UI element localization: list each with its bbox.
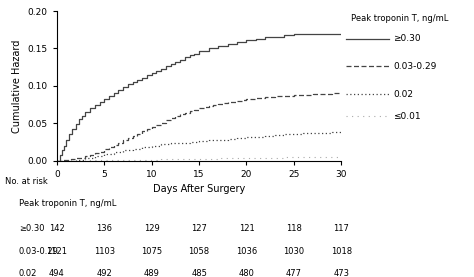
Text: 142: 142 bbox=[49, 224, 65, 233]
Text: 0.02: 0.02 bbox=[393, 90, 413, 99]
Text: 492: 492 bbox=[96, 269, 112, 277]
Text: 477: 477 bbox=[286, 269, 302, 277]
Text: 1058: 1058 bbox=[189, 247, 210, 255]
Text: 494: 494 bbox=[49, 269, 65, 277]
Text: Peak troponin T, ng/mL: Peak troponin T, ng/mL bbox=[19, 199, 116, 208]
Text: 1036: 1036 bbox=[236, 247, 257, 255]
Text: 0.03-0.29: 0.03-0.29 bbox=[19, 247, 59, 255]
Text: 121: 121 bbox=[238, 224, 255, 233]
Text: 1030: 1030 bbox=[283, 247, 304, 255]
Text: 1018: 1018 bbox=[331, 247, 352, 255]
Text: 480: 480 bbox=[238, 269, 255, 277]
Text: 1121: 1121 bbox=[46, 247, 67, 255]
Text: ≤0.01: ≤0.01 bbox=[393, 112, 421, 121]
Text: 127: 127 bbox=[191, 224, 207, 233]
Text: 129: 129 bbox=[144, 224, 160, 233]
Text: 118: 118 bbox=[286, 224, 302, 233]
Text: 136: 136 bbox=[96, 224, 112, 233]
Text: 0.03-0.29: 0.03-0.29 bbox=[393, 62, 437, 71]
Text: 1103: 1103 bbox=[94, 247, 115, 255]
Text: ≥0.30: ≥0.30 bbox=[19, 224, 45, 233]
Text: 485: 485 bbox=[191, 269, 207, 277]
Text: 0.02: 0.02 bbox=[19, 269, 37, 277]
Text: ≥0.30: ≥0.30 bbox=[393, 34, 421, 43]
Text: No. at risk: No. at risk bbox=[5, 177, 47, 186]
Y-axis label: Cumulative Hazard: Cumulative Hazard bbox=[12, 39, 22, 133]
Text: 1075: 1075 bbox=[141, 247, 162, 255]
Text: 489: 489 bbox=[144, 269, 160, 277]
Text: Peak troponin T, ng/mL: Peak troponin T, ng/mL bbox=[351, 14, 448, 23]
Text: 473: 473 bbox=[333, 269, 349, 277]
Text: 117: 117 bbox=[333, 224, 349, 233]
X-axis label: Days After Surgery: Days After Surgery bbox=[153, 184, 245, 194]
